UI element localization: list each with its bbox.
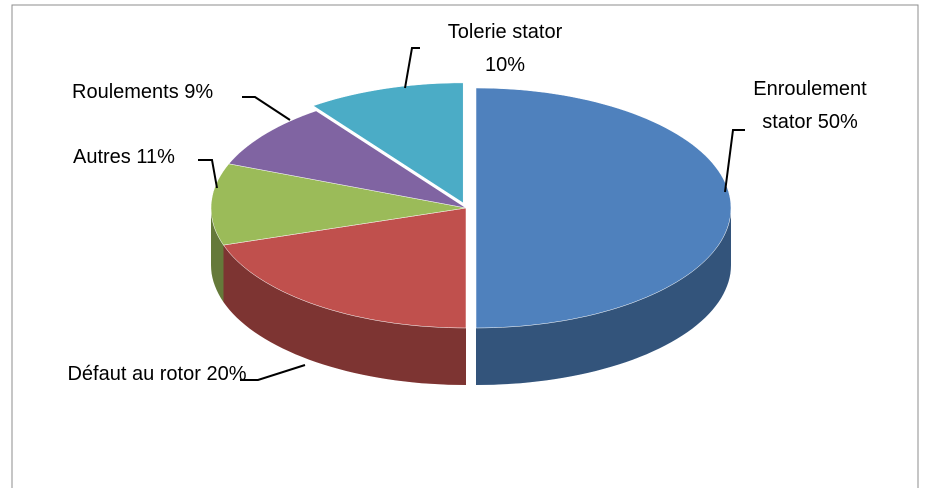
leader-line [724, 129, 745, 193]
label-value: 9% [184, 81, 214, 103]
label-value: 10% [484, 54, 526, 76]
slice-side [476, 208, 731, 385]
slice-label: Autres 11% [73, 141, 175, 174]
leader-line [242, 96, 291, 121]
slice-side-shade [476, 208, 731, 385]
label-name: Autres [73, 146, 131, 168]
label-value: 20% [206, 363, 247, 385]
slice [475, 87, 732, 329]
slice-side [211, 208, 224, 303]
slice-label: Enroulement stator 50% [740, 73, 880, 139]
label-name: Enroulement stator [753, 78, 867, 133]
slice-side [223, 245, 466, 385]
leader-line [404, 47, 420, 89]
leader-line [198, 159, 218, 189]
slice [210, 163, 467, 246]
slice [223, 207, 467, 329]
slice-label: Défaut au rotor 20% [62, 358, 252, 391]
label-value: 50% [817, 111, 858, 133]
slice [228, 110, 467, 209]
slice-label: Roulements 9% [72, 76, 213, 109]
leader-line [240, 364, 306, 381]
slice [312, 82, 464, 204]
label-name: Défaut au rotor [67, 363, 201, 385]
label-name: Roulements [72, 81, 179, 103]
label-name: Tolerie stator [447, 21, 563, 43]
pie [210, 82, 732, 385]
slice-side-shade [223, 245, 466, 385]
slice-side-shade [211, 208, 224, 303]
leader-lines [198, 47, 745, 381]
label-value: 11% [136, 146, 175, 168]
slice-label: Tolerie stator 10% [425, 16, 585, 82]
